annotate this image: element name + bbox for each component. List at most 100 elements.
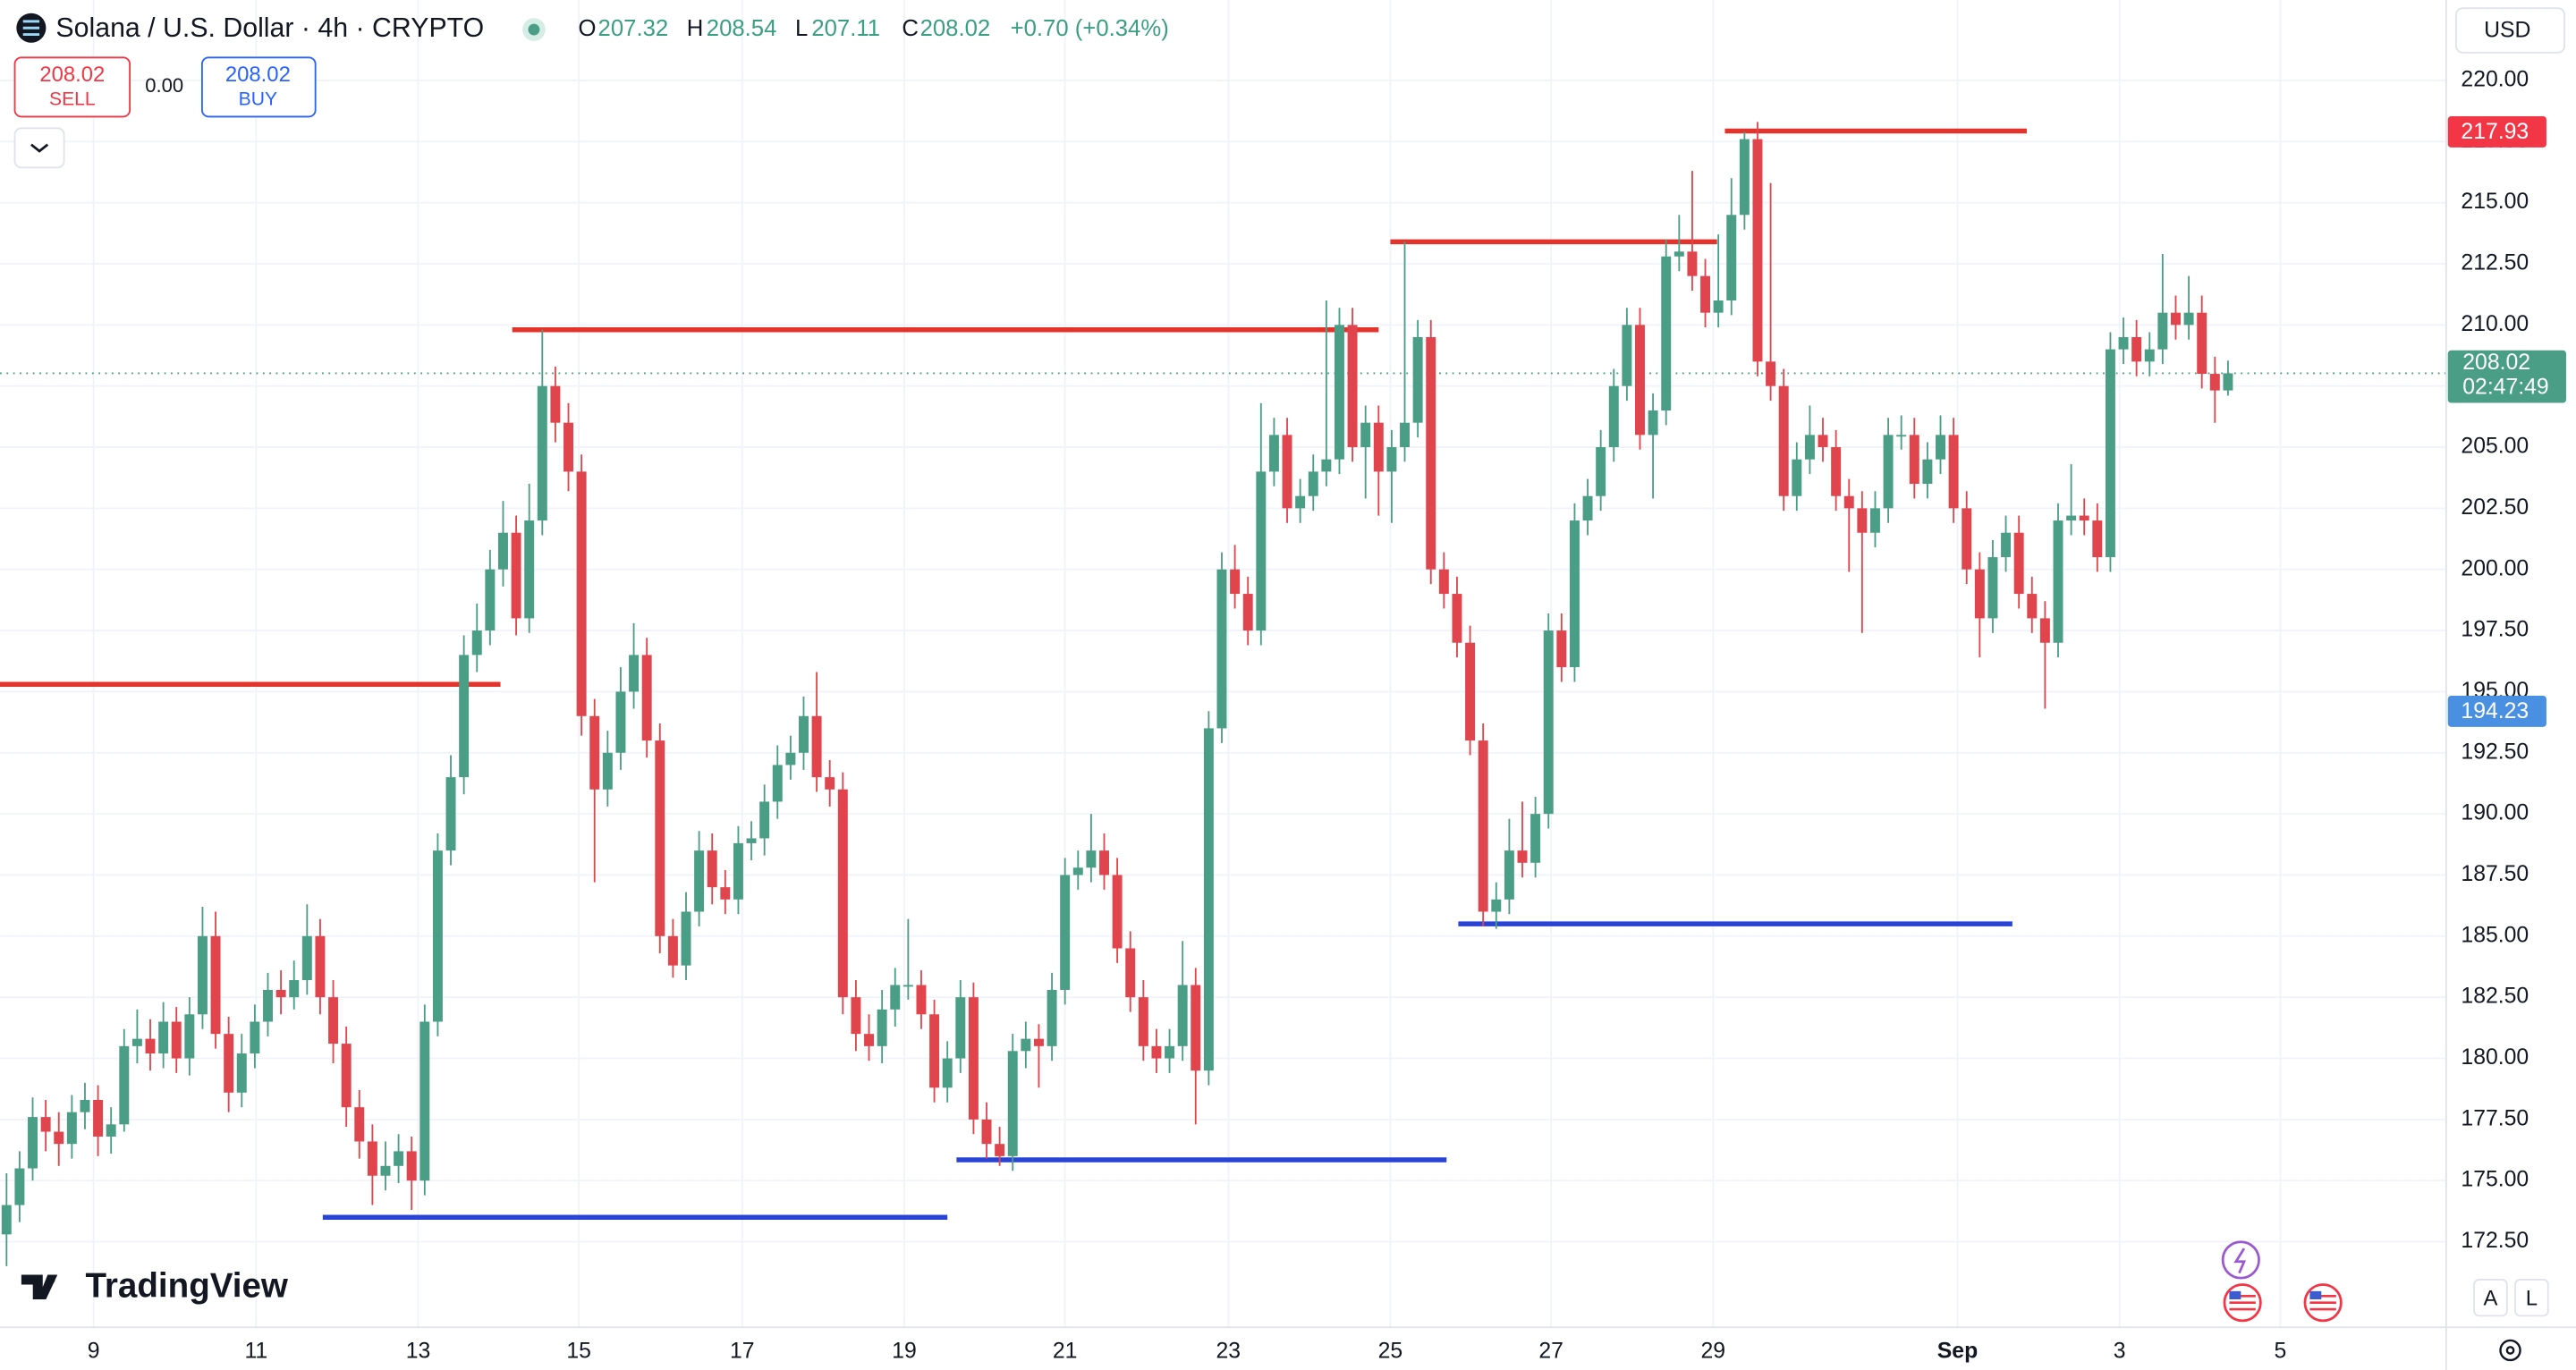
candle-body (1334, 325, 1344, 460)
x-tick-label: 23 (1216, 1339, 1241, 1363)
buy-button[interactable]: 208.02 BUY (201, 56, 317, 118)
collapse-box[interactable] (13, 127, 65, 169)
candle-body (1491, 899, 1502, 912)
candle-body (197, 935, 208, 1015)
candle-body (733, 842, 743, 900)
candle-body (315, 935, 326, 998)
candle-body (1582, 495, 1593, 521)
candle-body (1099, 850, 1109, 875)
candle-body (1426, 337, 1436, 570)
candle-body (2223, 373, 2233, 391)
candle-body (119, 1045, 130, 1125)
y-tick-label: 172.50 (2461, 1229, 2529, 1253)
candle-body (916, 985, 927, 1015)
flag-canton-1[interactable] (2229, 1290, 2241, 1300)
brand-logo-dot (47, 1275, 55, 1284)
x-tick-label: 5 (2274, 1339, 2286, 1363)
price-badge-label: 194.23 (2461, 699, 2529, 723)
ai-icon[interactable] (2221, 1240, 2260, 1280)
candle-body (1256, 471, 1267, 631)
x-tick-label: 21 (1053, 1339, 1078, 1363)
close-value: 208.02 (920, 16, 991, 41)
candle-body (1752, 139, 1763, 362)
y-tick-label: 187.50 (2461, 862, 2529, 886)
candle-body (1909, 435, 1919, 485)
candle-body (1896, 435, 1907, 437)
candle-body (184, 1014, 195, 1059)
open-label: O (579, 16, 597, 41)
candle-body (1151, 1045, 1162, 1059)
gear-hub[interactable] (2505, 1346, 2515, 1355)
candle-body (419, 1021, 430, 1181)
settings-button[interactable] (2499, 1339, 2521, 1362)
candle-body (1739, 139, 1750, 216)
candle-body (1843, 495, 1854, 509)
symbol-title: Solana / U.S. Dollar · 4h · CRYPTO (55, 13, 484, 43)
candle-body (1569, 520, 1580, 668)
currency-box[interactable] (2455, 7, 2566, 54)
candle-body (1242, 594, 1253, 631)
x-tick-label: 25 (1378, 1339, 1403, 1363)
currency-button[interactable]: USD (2455, 7, 2566, 54)
buy-price[interactable]: 208.02 (225, 63, 291, 87)
candle-body (445, 777, 456, 851)
scale-buttons[interactable]: A L (2473, 1279, 2549, 1317)
x-tick-label: 9 (88, 1339, 100, 1363)
candle-body (367, 1141, 377, 1176)
collapse-button[interactable] (13, 127, 65, 169)
close-label: C (902, 16, 919, 41)
candle-body (1203, 728, 1214, 1071)
candle-body (2027, 594, 2038, 619)
candle-body (1556, 630, 1567, 668)
candle-body (1230, 569, 1241, 595)
candle-body (263, 989, 273, 1022)
log-scale[interactable]: L (2526, 1286, 2538, 1310)
price-badge-label: 217.93 (2461, 120, 2529, 144)
grid (0, 0, 2446, 1328)
candle-body (1007, 1051, 1018, 1156)
log-scale-box[interactable] (2514, 1279, 2549, 1317)
auto-scale-box[interactable] (2473, 1279, 2508, 1317)
y-tick-label: 205.00 (2461, 435, 2529, 459)
candle-body (131, 1038, 142, 1046)
candle-body (877, 1009, 887, 1046)
candle-body (564, 422, 573, 472)
y-tick-label: 190.00 (2461, 801, 2529, 825)
candle-body (1778, 385, 1789, 496)
candle-body (224, 1034, 234, 1093)
event-icons[interactable] (2221, 1240, 2343, 1323)
candle-body (1674, 251, 1684, 257)
candle-body (301, 935, 312, 981)
candle-body (772, 765, 783, 802)
candle-body (1987, 557, 1998, 619)
x-tick-label: Sep (1937, 1339, 1978, 1363)
y-tick-label: 192.50 (2461, 740, 2529, 764)
candle-body (707, 850, 717, 888)
sell-button[interactable]: 208.02 SELL (13, 56, 131, 118)
currency-label[interactable]: USD (2484, 18, 2530, 42)
candle-body (1165, 1045, 1175, 1059)
ai-bolt[interactable] (2233, 1247, 2247, 1274)
candle-body (1648, 410, 1658, 436)
candle-body (1021, 1038, 1031, 1052)
candle-body (1308, 471, 1318, 496)
y-tick-label: 210.00 (2461, 312, 2529, 336)
candle-body (589, 715, 600, 790)
buy-label[interactable]: BUY (239, 89, 277, 110)
chevron[interactable] (30, 143, 49, 153)
buy-box[interactable] (201, 56, 317, 118)
gear-ring[interactable] (2499, 1339, 2521, 1362)
candle-body (1033, 1038, 1044, 1046)
y-tick-label: 215.00 (2461, 190, 2529, 214)
sell-box[interactable] (13, 56, 131, 118)
candle-body (890, 985, 901, 1010)
candle-body (537, 385, 547, 521)
candle-body (955, 997, 966, 1059)
candle-body (981, 1119, 992, 1145)
candle-body (1869, 508, 1880, 533)
change: +0.70 (+0.34%) (1011, 16, 1169, 41)
sell-price[interactable]: 208.02 (39, 63, 105, 87)
auto-scale[interactable]: A (2484, 1286, 2498, 1310)
flag-canton-2[interactable] (2309, 1290, 2322, 1300)
sell-label[interactable]: SELL (49, 89, 96, 110)
